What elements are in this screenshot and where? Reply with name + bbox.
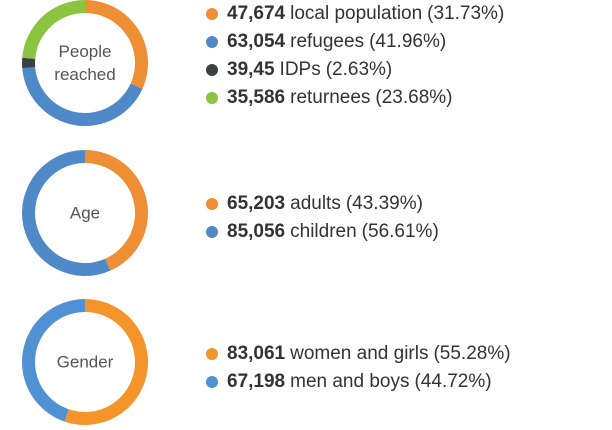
category-name: refugees xyxy=(290,31,365,52)
donut-segment xyxy=(21,299,85,422)
legend-item: 39,45 IDPs (2.63%) xyxy=(206,56,504,84)
percent-label: (31.73%) xyxy=(427,3,505,24)
legend-dot xyxy=(206,36,218,48)
legend-item: 83,061 women and girls (55.28%) xyxy=(206,340,511,368)
legend-dot xyxy=(206,376,218,388)
legend-dot xyxy=(206,198,218,210)
category-name: children xyxy=(290,221,357,242)
percent-label: (2.63%) xyxy=(325,59,393,80)
center-label: Gender xyxy=(56,352,114,372)
donut-segment xyxy=(22,0,86,59)
donut-segment xyxy=(64,299,148,426)
count-label: 39,45 xyxy=(227,59,275,80)
count-label: 83,061 xyxy=(227,343,286,364)
percent-label: (56.61%) xyxy=(361,221,439,242)
count-label: 47,674 xyxy=(227,3,286,24)
percent-label: (44.72%) xyxy=(414,371,492,392)
donut-segment xyxy=(22,150,111,276)
legend-item: 47,674 local population (31.73%) xyxy=(206,0,504,28)
category-name: IDPs xyxy=(279,59,321,80)
legend-item: 63,054 refugees (41.96%) xyxy=(206,28,504,56)
category-name: returnees xyxy=(290,87,371,108)
legend-item: 67,198 men and boys (44.72%) xyxy=(206,368,511,396)
count-label: 85,056 xyxy=(227,221,286,242)
legend-dot xyxy=(206,226,218,238)
donut-segment xyxy=(85,0,148,89)
percent-label: (23.68%) xyxy=(375,87,453,108)
percent-label: (41.96%) xyxy=(369,31,447,52)
legend-item: 65,203 adults (43.39%) xyxy=(206,190,439,218)
legend: 47,674 local population (31.73%) 63,054 refu… xyxy=(206,0,504,112)
count-label: 35,586 xyxy=(227,87,286,108)
percent-label: (43.39%) xyxy=(345,193,423,214)
donut-segment xyxy=(21,57,36,69)
category-name: local population xyxy=(290,3,423,24)
legend-dot xyxy=(206,8,218,20)
donut-segment xyxy=(85,150,148,271)
count-label: 67,198 xyxy=(227,371,286,392)
percent-label: (55.28%) xyxy=(433,343,511,364)
count-label: 65,203 xyxy=(227,193,286,214)
count-label: 63,054 xyxy=(227,31,286,52)
donut-segment xyxy=(22,67,143,127)
legend-item: 85,056 children (56.61%) xyxy=(206,218,439,246)
category-name: men and boys xyxy=(290,371,410,392)
legend-dot xyxy=(206,92,218,104)
legend-item: 35,586 returnees (23.68%) xyxy=(206,84,504,112)
legend-dot xyxy=(206,64,218,76)
legend: 65,203 adults (43.39%) 85,056 children (56.61… xyxy=(206,190,439,246)
center-label: Age xyxy=(69,203,101,223)
category-name: adults xyxy=(290,193,341,214)
center-label: People reached xyxy=(54,42,116,84)
category-name: women and girls xyxy=(290,343,429,364)
legend-dot xyxy=(206,348,218,360)
legend: 83,061 women and girls (55.28%) 67,198 men a… xyxy=(206,340,511,396)
